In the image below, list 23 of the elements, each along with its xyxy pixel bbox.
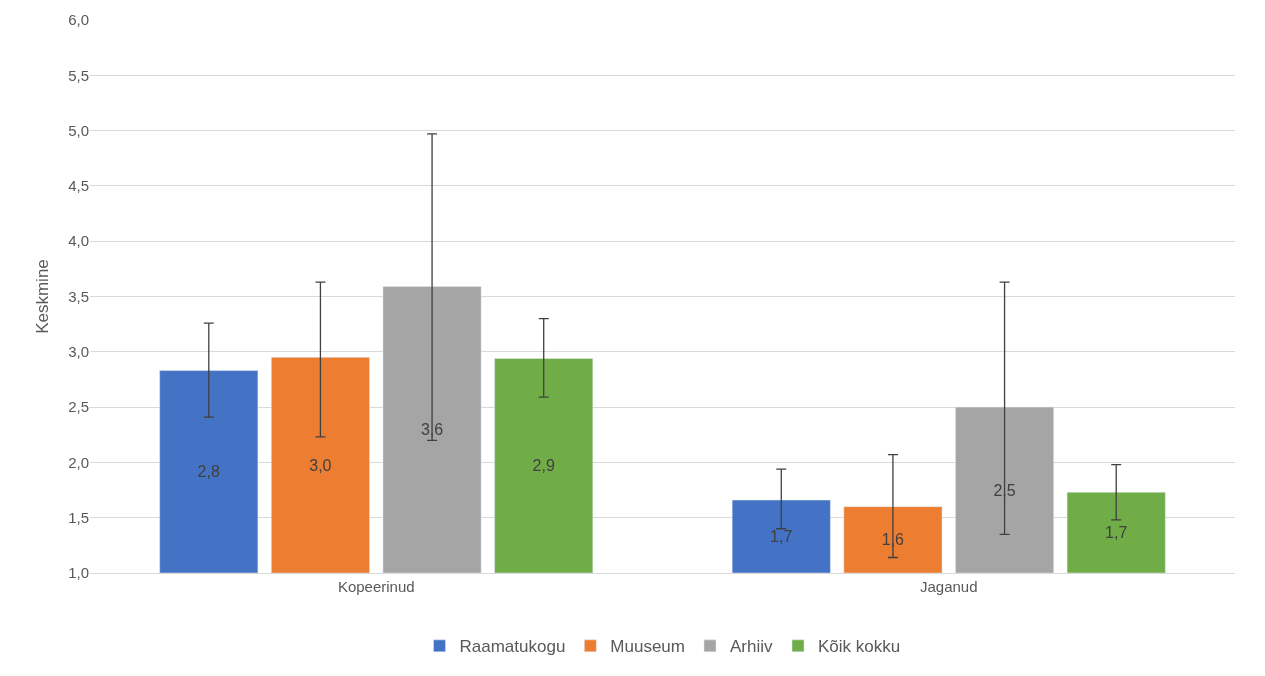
legend-label: Raamatukogu [459,637,566,657]
x-tick-label: Kopeerinud [337,578,415,595]
y-tick-label: 5,0 [68,121,89,139]
legend-label: Muuseum [610,637,685,657]
data-label: 2,9 [532,457,555,475]
data-label: 3,0 [309,456,332,474]
y-tick-label: 3,0 [68,343,89,361]
legend-label: Arhiiv [729,637,773,657]
y-tick-label: 2,0 [68,453,89,471]
y-tick-label: 2,5 [68,398,89,416]
y-tick-label: 1,5 [68,508,89,526]
data-label: 1,7 [770,528,793,545]
y-axis-title: Keskmine [32,259,52,334]
data-label: 2,8 [197,463,220,481]
y-tick-label: 4,0 [68,232,89,250]
y-tick-label: 4,5 [68,177,89,195]
x-tick-label: Jaganud [919,578,978,595]
data-label: 1,7 [1105,524,1128,542]
y-tick-label: 5,5 [68,66,89,84]
y-tick-label: 3,5 [68,287,89,305]
y-tick-label: 6,0 [68,11,89,29]
y-tick-label: 1,0 [68,564,89,582]
legend-label: Kõik kokku [817,637,901,657]
